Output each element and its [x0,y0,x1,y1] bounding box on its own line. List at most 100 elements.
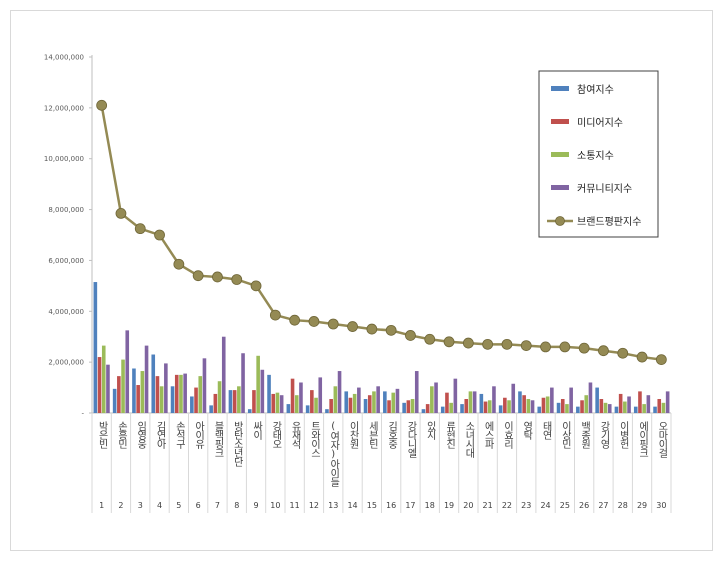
bar-1 [556,402,561,413]
bar-2 [406,400,411,413]
bar-4 [125,330,130,413]
x-category-label: 에이핑크 [637,421,649,457]
bar-3 [294,395,299,413]
x-rank-label: 2 [118,501,123,510]
x-category-label: 박은빈 [96,421,108,449]
x-rank-label: 3 [138,501,143,510]
bar-2 [213,393,218,413]
x-category-label: 블랙핑크 [212,421,224,457]
x-category-label: 에스파 [482,421,494,450]
bar-1 [653,406,657,413]
bar-4 [260,369,265,413]
x-rank-label: 12 [309,501,319,510]
brand-index-point [366,323,378,335]
bar-3 [623,401,627,413]
brand-index-point [173,258,185,270]
bar-4 [414,371,419,413]
bar-3 [468,391,473,413]
x-category-label: (여자)아이들 [328,421,340,487]
x-rank-label: 5 [176,501,181,510]
x-category-label: 강다니엘 [405,421,417,458]
brand-index-point [462,337,474,349]
brand-index-point [424,333,436,345]
legend-swatch [551,86,569,91]
y-tick-label: 8,000,000 [48,206,84,214]
bar-4 [569,387,573,413]
x-category-label: 아이유 [193,421,205,450]
bar-2 [252,390,256,413]
brand-index-point [578,342,590,354]
x-rank-label: 11 [290,501,300,510]
x-rank-label: 1 [99,501,104,510]
bar-4 [106,364,110,413]
x-category-label: 태연 [540,421,552,440]
legend-swatch [551,119,569,124]
bar-1 [440,406,445,413]
bar-2 [541,397,546,413]
bar-4 [376,386,380,413]
bar-2 [560,399,565,413]
bar-2 [483,401,488,413]
x-rank-label: 13 [328,501,338,510]
x-rank-label: 6 [196,501,201,510]
x-rank-label: 14 [347,501,357,510]
bar-3 [565,404,569,413]
bar-1 [402,402,406,413]
bar-3 [449,402,453,413]
bar-4 [665,391,670,413]
legend-label: 미디어지수 [577,117,623,129]
bar-3 [507,400,511,413]
bar-4 [279,395,284,413]
bar-1 [363,399,368,413]
bar-1 [479,393,484,413]
x-category-label: 김연아 [154,421,166,450]
x-rank-label: 18 [425,501,435,510]
brand-index-point [96,99,108,111]
bar-1 [633,406,638,413]
legend-swatch [551,152,569,157]
plot-area: - 2,000,000 4,000,000 6,000,000 8,000,000 10,… [44,54,672,513]
x-rank-label: 16 [386,501,396,510]
bar-4 [299,382,303,413]
bar-3 [661,402,666,413]
bar-1 [305,405,310,413]
y-tick-label: 2,000,000 [48,359,84,367]
legend-label: 커뮤니티지수 [577,183,632,195]
bar-2 [329,399,333,413]
brand-index-point [540,341,551,353]
x-category-label: 손석구 [173,421,185,450]
y-tick-label: 4,000,000 [48,308,84,316]
x-category-label: 유재석 [289,421,301,450]
x-category-label: 방탄소년단 [231,421,243,467]
bar-4 [337,371,342,413]
brand-index-point [443,336,455,348]
x-rank-label: 28 [618,501,628,510]
bar-4 [221,336,226,413]
bar-3 [237,386,241,413]
bar-2 [522,395,526,413]
brand-index-point [655,354,667,366]
x-category-label: 강태오 [270,421,282,448]
bar-3 [101,345,106,413]
bar-1 [247,409,252,413]
y-tick-label: 6,000,000 [48,257,84,265]
bar-4 [164,363,168,413]
legend-label: 브랜드평판지수 [577,216,641,228]
y-tick-label: 12,000,000 [44,104,84,112]
x-category-label: 세븐틴 [366,421,378,449]
bar-1 [267,374,271,413]
bar-4 [434,382,438,413]
bar-1 [209,405,213,413]
x-rank-label: 23 [521,501,531,510]
brand-index-point [154,229,165,241]
bar-2 [194,387,198,413]
bar-4 [183,373,187,413]
x-category-label: 손흥민 [115,421,127,449]
bar-4 [588,382,593,413]
x-rank-label: 17 [405,501,415,510]
bar-2 [232,390,237,413]
x-rank-label: 29 [637,501,647,510]
bar-4 [144,345,149,413]
bar-2 [310,390,314,413]
bar-4 [395,388,400,413]
